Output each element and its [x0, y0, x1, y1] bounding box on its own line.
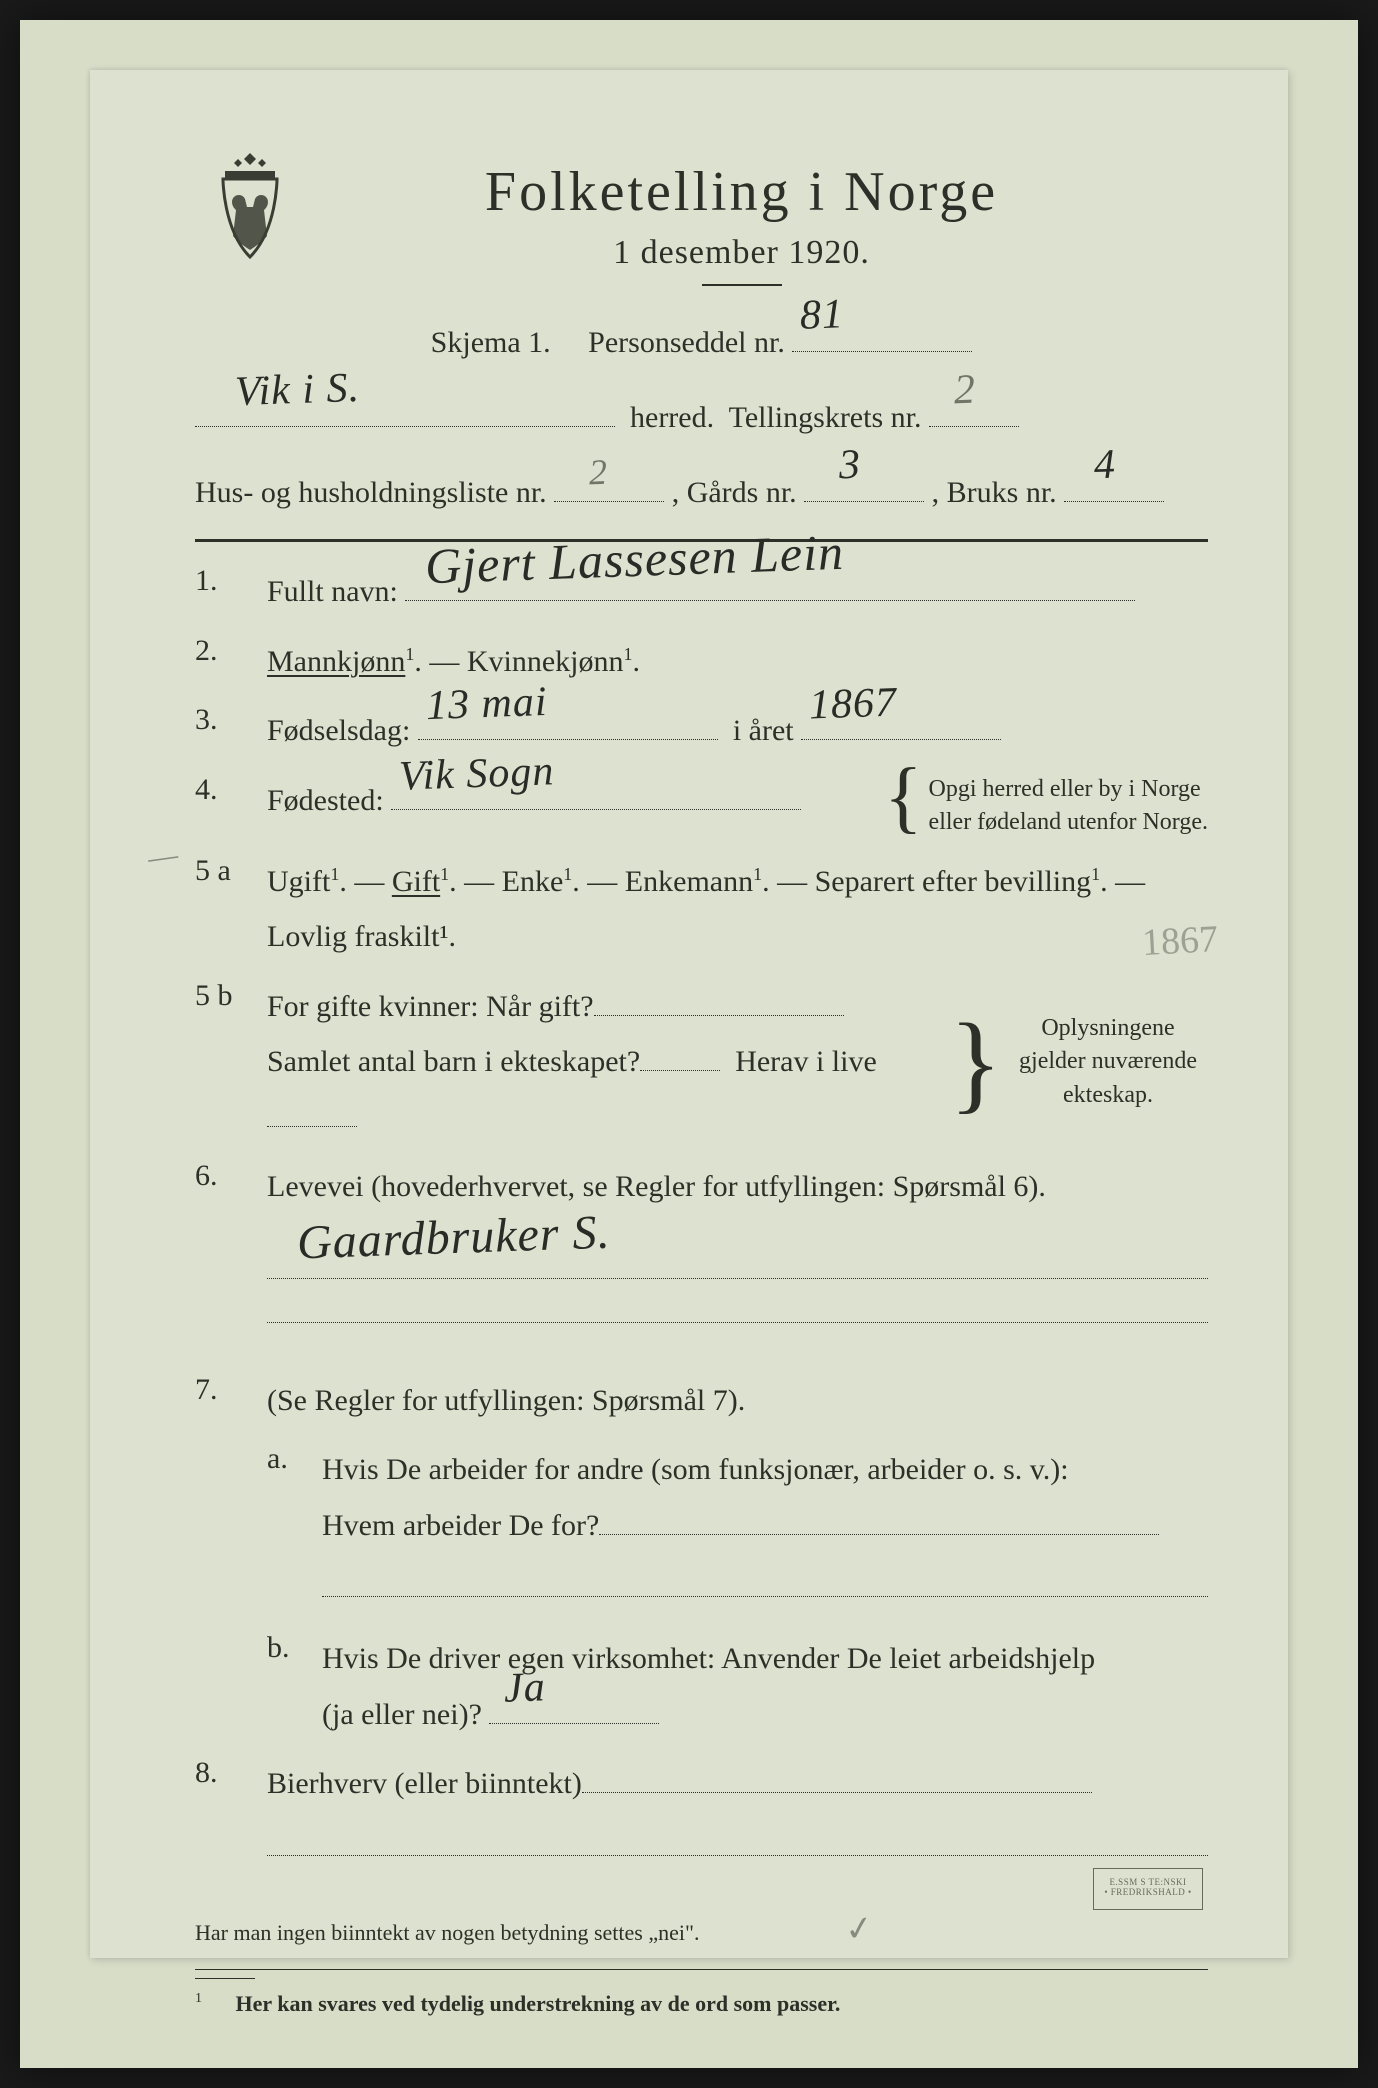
husliste-value: 2 [588, 437, 609, 506]
q3-label: Fødselsdag: [267, 714, 410, 747]
q4-sidenote: Opgi herred eller by i Norge eller fødel… [929, 773, 1208, 840]
q5a-selected: Gift [392, 865, 440, 898]
q4-value: Vik Sogn [398, 733, 556, 816]
sup: 1 [405, 644, 414, 664]
q5b-n3: ekteskap. [1063, 1082, 1153, 1108]
gards-label: , Gårds nr. [672, 476, 797, 509]
census-form: Folketelling i Norge 1 desember 1920. Sk… [90, 70, 1288, 1958]
pencil-mark-icon: ✓ [842, 1902, 877, 1956]
q7a-l1: Hvis De arbeider for andre (som funksjon… [322, 1453, 1069, 1486]
divider [702, 284, 782, 286]
tellingskrets-label: Tellingskrets nr. [729, 401, 922, 434]
q-num: 5 b [195, 979, 267, 1146]
q1-value: Gjert Lassesen Lein [424, 505, 846, 612]
form-subtitle: 1 desember 1920. [275, 234, 1208, 272]
q6-value: Gaardbruker S. [296, 1188, 612, 1288]
q5b-n2: gjelder nuværende [1019, 1048, 1197, 1074]
pencil-annotation: 1867 [1140, 904, 1220, 978]
q4: 4. Fødested: Vik Sogn { Opgi herred elle… [195, 773, 1208, 840]
husliste-label: Hus- og husholdningsliste nr. [195, 476, 547, 509]
q5a-l2: Lovlig fraskilt¹. [267, 920, 456, 953]
q5b-l2a: Samlet antal barn i ekteskapet? [267, 1045, 640, 1078]
blank-line [322, 1565, 1208, 1597]
q-num: 7. [195, 1373, 267, 1429]
q-num: 8. [195, 1756, 267, 1876]
q4-note1: Opgi herred eller by i Norge [929, 776, 1201, 802]
pencil-mark-icon: — [146, 838, 180, 876]
q6: 6. Levevei (hovederhvervet, se Regler fo… [195, 1159, 1208, 1343]
q5b: 5 b For gifte kvinner: Når gift? Samlet … [195, 979, 1208, 1146]
q7b-l2: (ja eller nei)? [322, 1698, 482, 1731]
q7a: a. Hvis De arbeider for andre (som funks… [267, 1442, 1208, 1617]
skjema-label: Skjema 1. [431, 326, 551, 359]
q-sub-num: b. [267, 1631, 322, 1742]
q1-label: Fullt navn: [267, 575, 398, 608]
q7b-value: Ja [503, 1649, 547, 1728]
q5a: 5 a Ugift1. — Gift1. — Enke1. — Enkemann… [195, 854, 1208, 965]
blank-line [267, 1824, 1208, 1856]
herred-line: Vik i S. herred. Tellingskrets nr. 2 [195, 389, 1208, 446]
q-sub-num: a. [267, 1442, 322, 1617]
q7-label: (Se Regler for utfyllingen: Spørsmål 7). [267, 1384, 745, 1417]
footnote-text: Her kan svares ved tydelig understreknin… [236, 1991, 841, 2016]
q5b-sidenote: Oplysningene gjelder nuværende ekteskap. [1008, 1012, 1208, 1113]
blank-line [267, 1291, 1208, 1323]
herred-value: Vik i S. [234, 349, 362, 433]
brace-icon: { [884, 773, 922, 821]
personseddel-label: Personseddel nr. [588, 326, 785, 359]
q2: 2. Mannkjønn1. — Kvinnekjønn1. [195, 634, 1208, 690]
q3-year: 1867 [808, 665, 899, 746]
q4-note2: eller fødeland utenfor Norge. [929, 809, 1208, 835]
stamp-l2: • FREDRIKSHALD • [1104, 1887, 1191, 1897]
bruks-label: , Bruks nr. [932, 476, 1057, 509]
q3: 3. Fødselsdag: 13 mai i året 1867 [195, 703, 1208, 759]
q7b-l1: Hvis De driver egen virksomhet: Anvender… [322, 1642, 1095, 1675]
sup: 1 [623, 644, 632, 664]
herred-label: herred. [630, 401, 714, 434]
q7a-l2: Hvem arbeider De for? [322, 1509, 599, 1542]
divider [195, 1978, 255, 1979]
scan-page: Folketelling i Norge 1 desember 1920. Sk… [20, 20, 1358, 2068]
q3-mid: i året [733, 714, 794, 747]
form-header: Folketelling i Norge 1 desember 1920. [195, 160, 1208, 286]
q-num: 1. [195, 564, 267, 620]
divider [195, 1969, 1208, 1970]
q5b-l2b: Herav i live [735, 1045, 877, 1078]
q-num: 6. [195, 1159, 267, 1343]
q-num: 5 a [195, 854, 267, 965]
coat-of-arms-icon [205, 145, 295, 265]
instruction-text: Har man ingen biinntekt av nogen betydni… [195, 1920, 699, 1945]
form-title: Folketelling i Norge [275, 160, 1208, 224]
tellingskrets-value: 2 [953, 351, 978, 432]
footer-instruction: Har man ingen biinntekt av nogen betydni… [195, 1904, 1208, 1955]
personseddel-value: 81 [799, 275, 846, 356]
q-num: 3. [195, 703, 267, 759]
q5b-l1: For gifte kvinner: Når gift? [267, 990, 594, 1023]
footnote: 1 Her kan svares ved tydelig understrekn… [195, 1987, 1208, 2020]
q-num: 2. [195, 634, 267, 690]
q7: 7. (Se Regler for utfyllingen: Spørsmål … [195, 1373, 1208, 1429]
brace-icon: } [949, 1029, 1002, 1095]
q7b: b. Hvis De driver egen virksomhet: Anven… [267, 1631, 1208, 1742]
q5b-n1: Oplysningene [1041, 1015, 1174, 1041]
gards-value: 3 [838, 426, 863, 507]
q2-mann: Mannkjønn [267, 645, 405, 678]
q8: 8. Bierhverv (eller biinntekt) [195, 1756, 1208, 1876]
footnote-num: 1 [195, 1991, 202, 2006]
printer-stamp: E.SSM S TE:NSKI • FREDRIKSHALD • [1093, 1868, 1203, 1910]
stamp-l1: E.SSM S TE:NSKI [1109, 1877, 1186, 1887]
q8-label: Bierhverv (eller biinntekt) [267, 1767, 582, 1800]
q4-label: Fødested: [267, 784, 384, 817]
bruks-value: 4 [1093, 426, 1118, 507]
q1: 1. Fullt navn: Gjert Lassesen Lein [195, 564, 1208, 620]
q-num: 4. [195, 773, 267, 840]
